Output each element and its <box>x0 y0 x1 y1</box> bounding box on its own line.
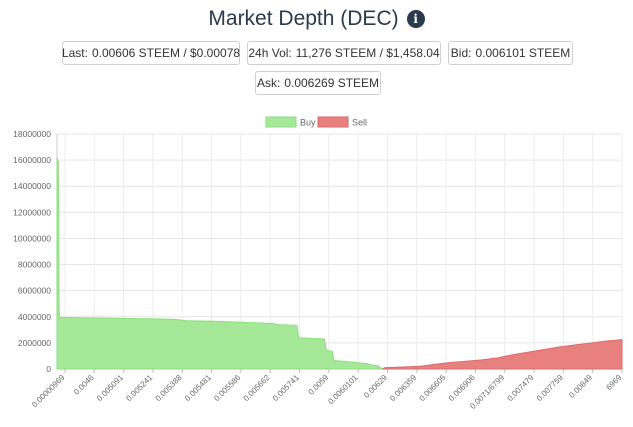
y-tick-label: 0 <box>46 364 51 374</box>
bid-label: Bid: <box>450 46 472 60</box>
x-tick-label: 0.007479 <box>506 373 536 403</box>
y-tick-label: 8000000 <box>18 260 51 270</box>
y-tick-label: 16000000 <box>13 155 51 165</box>
x-tick-label: 0.006906 <box>447 373 477 403</box>
last-label: Last: <box>61 46 88 60</box>
ask-badge: Ask: 0.006269 STEEM <box>255 71 381 95</box>
y-tick-label: 4000000 <box>18 312 51 322</box>
y-tick-label: 2000000 <box>18 338 51 348</box>
y-tick-label: 10000000 <box>13 233 51 243</box>
bid-value: 0.006101 STEEM <box>475 46 571 60</box>
y-tick-label: 12000000 <box>13 207 51 217</box>
x-tick-label: 0.005662 <box>242 373 272 403</box>
x-tick-label: 0.0060101 <box>326 373 359 406</box>
depth-chart: 0 2000000 4000000 6000000 8000000 10000000 120… <box>13 116 624 411</box>
title-row: Market Depth (DEC) i <box>0 6 633 32</box>
x-tick-label: 0.005741 <box>271 373 301 403</box>
y-tick-label: 18000000 <box>13 129 51 139</box>
x-tick-label: 0.00849 <box>567 373 594 400</box>
x-tick-label: 0.006359 <box>388 373 418 403</box>
ask-label: Ask: <box>256 76 281 90</box>
x-tick-label: 0.00000969 <box>30 373 67 410</box>
legend-buy-label: Buy <box>300 118 316 128</box>
bid-badge: Bid: 0.006101 STEEM <box>448 41 573 65</box>
page-title: Market Depth (DEC) <box>208 7 399 30</box>
legend-buy-swatch <box>265 116 297 128</box>
last-price-badge: Last: 0.00606 STEEM / $0.00078 <box>62 41 240 65</box>
y-tick-label: 14000000 <box>13 181 51 191</box>
legend-sell-swatch <box>317 116 349 128</box>
y-tick-label: 6000000 <box>18 286 51 296</box>
legend-sell-label: Sell <box>352 118 367 128</box>
x-tick-label: 0.00629 <box>362 373 389 400</box>
x-tick-label: 0.007759 <box>535 373 565 403</box>
x-tick-label: 6969 <box>604 373 623 392</box>
last-value: 0.00606 STEEM / $0.00078 <box>91 46 241 60</box>
x-tick-label: 0.005586 <box>212 373 242 403</box>
sell-area <box>381 339 623 370</box>
x-tick-label: 0.005481 <box>183 373 213 403</box>
x-tick-label: 0.005091 <box>95 373 125 403</box>
volume-label: 24h Vol: <box>248 46 292 60</box>
info-circle-icon[interactable]: i <box>406 10 425 28</box>
volume-value: 11,276 STEEM / $1,458.04 <box>295 46 440 60</box>
volume-badge: 24h Vol: 11,276 STEEM / $1,458.04 <box>247 41 441 65</box>
ask-value: 0.006269 STEEM <box>284 76 380 90</box>
x-tick-label: 0.0046 <box>72 373 96 397</box>
x-tick-label: 0.0059 <box>307 373 331 397</box>
x-tick-label: 0.005388 <box>154 373 184 403</box>
buy-area <box>56 158 385 370</box>
x-tick-label: 0.005241 <box>124 373 154 403</box>
x-tick-label: 0.006605 <box>418 373 448 403</box>
